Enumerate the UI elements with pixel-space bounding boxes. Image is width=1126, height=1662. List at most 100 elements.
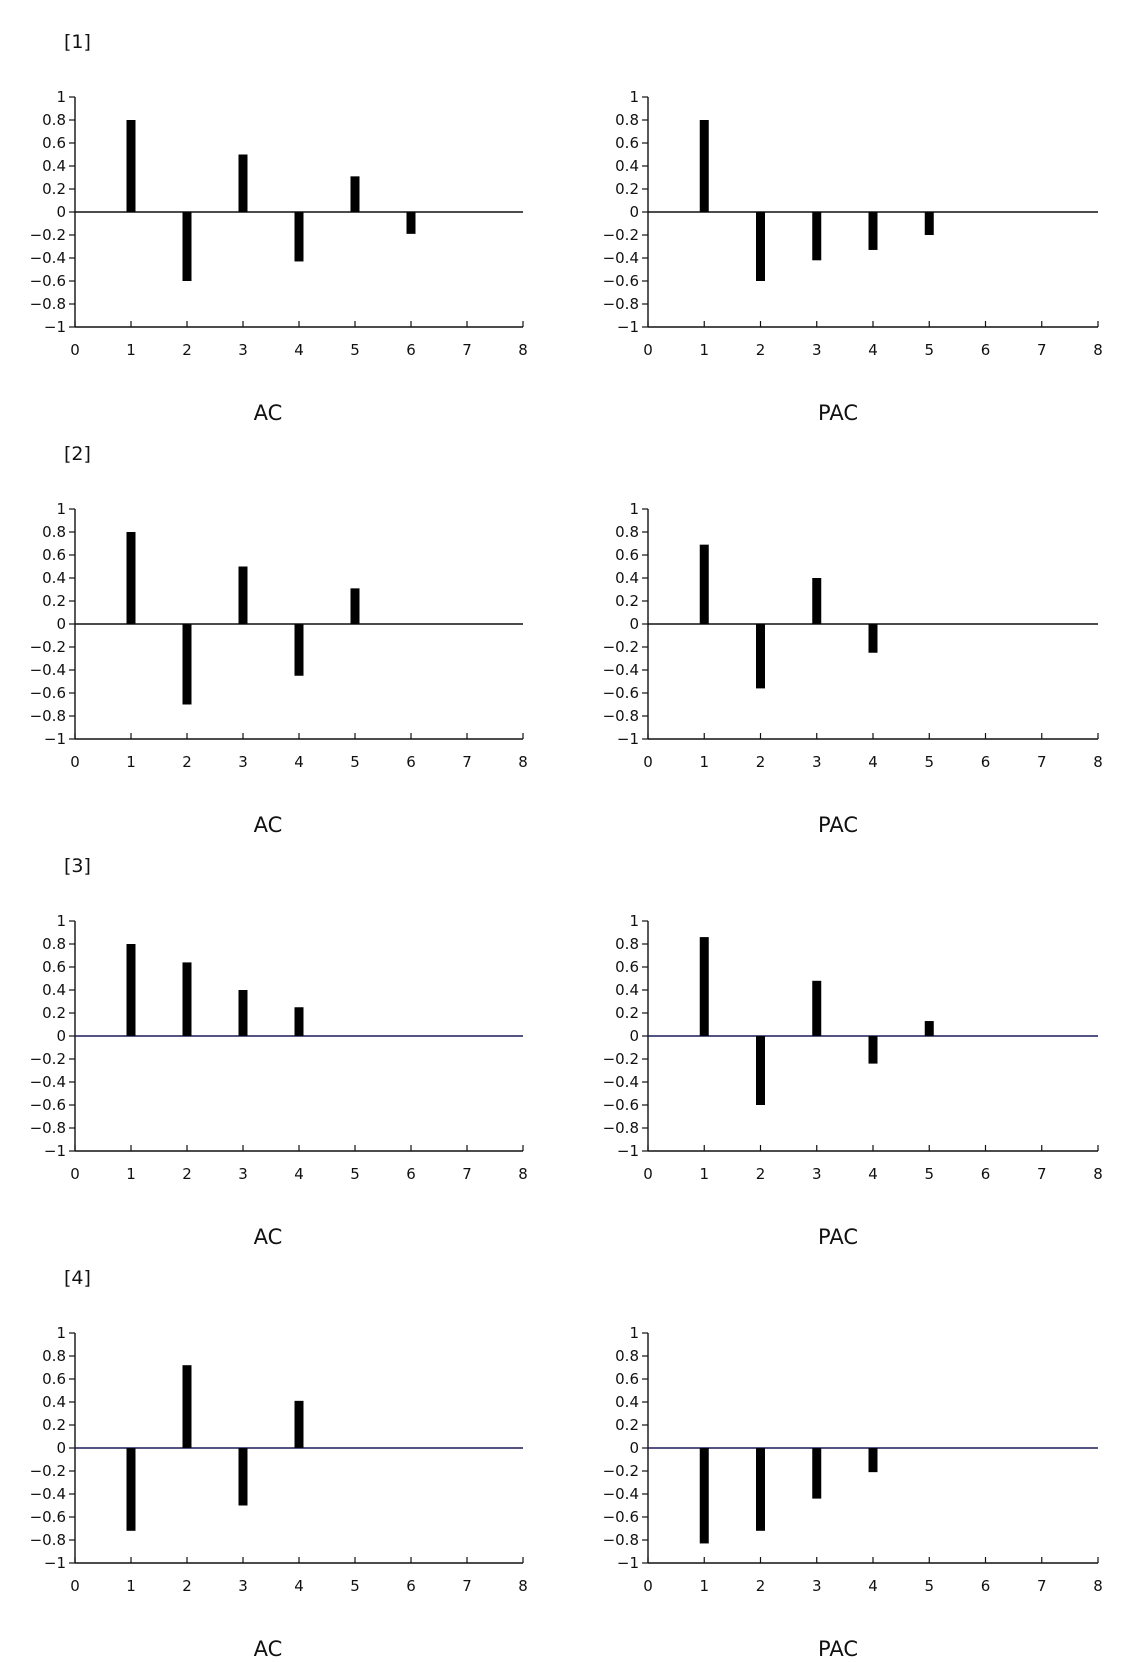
x-tick-label: 3 xyxy=(812,1577,822,1595)
x-tick-label: 4 xyxy=(294,341,304,359)
y-tick-label: 0 xyxy=(56,203,66,221)
pac-chart: 10.80.60.40.20−0.2−0.4−0.6−0.8−10 1 2 3 4 5 6 7… xyxy=(603,88,1103,425)
bar-lag-1 xyxy=(126,120,136,212)
y-tick-label: −0.6 xyxy=(30,1096,66,1114)
y-tick-label: 0.2 xyxy=(42,1004,66,1022)
bar-lag-4 xyxy=(294,212,304,262)
x-tick-label: 0 xyxy=(70,1165,80,1183)
bar-lag-2 xyxy=(756,624,765,689)
y-tick-label: 1 xyxy=(629,88,639,106)
y-tick-label: 0.2 xyxy=(615,1416,639,1434)
bar-lag-4 xyxy=(294,624,304,676)
x-tick-label: 5 xyxy=(924,753,934,771)
y-tick-label: −1 xyxy=(44,1142,66,1160)
y-tick-label: 0.6 xyxy=(42,1370,66,1388)
panel-3: [3]10.80.60.40.20−0.2−0.4−0.6−0.8−10 1 2 3 4… xyxy=(30,855,1103,1249)
x-tick-label: 8 xyxy=(1093,1165,1103,1183)
y-tick-label: 0.4 xyxy=(42,981,66,999)
bar-lag-5 xyxy=(350,588,360,624)
y-tick-label: −0.4 xyxy=(30,249,66,267)
bar-lag-4 xyxy=(868,212,878,250)
x-tick-label: 3 xyxy=(238,341,248,359)
x-tick-label: 2 xyxy=(756,341,766,359)
y-tick-label: −0.8 xyxy=(30,1531,66,1549)
x-tick-label: 6 xyxy=(406,1577,416,1595)
y-tick-label: 0.6 xyxy=(42,546,66,564)
y-tick-label: 0.4 xyxy=(615,1393,639,1411)
y-tick-label: 1 xyxy=(629,1324,639,1342)
panel-label: [1] xyxy=(64,31,91,53)
y-tick-label: −0.2 xyxy=(30,1462,66,1480)
x-tick-label: 4 xyxy=(868,1577,878,1595)
y-tick-label: 0.6 xyxy=(42,958,66,976)
x-tick-label: 3 xyxy=(812,341,822,359)
x-tick-label: 3 xyxy=(238,1165,248,1183)
bar-lag-1 xyxy=(699,544,709,624)
bar-lag-1 xyxy=(699,937,709,1036)
y-tick-label: 0.6 xyxy=(615,958,639,976)
ac-chart: 10.80.60.40.20−0.2−0.4−0.6−0.8−10 1 2 3 4 5 6 7… xyxy=(30,88,528,425)
y-tick-label: 0.2 xyxy=(615,180,639,198)
x-tick-label: 5 xyxy=(350,1577,360,1595)
x-tick-label: 2 xyxy=(756,1577,766,1595)
y-tick-label: 0.2 xyxy=(615,592,639,610)
x-tick-label: 0 xyxy=(70,341,80,359)
y-tick-label: 0.8 xyxy=(42,111,66,129)
x-tick-label: 5 xyxy=(350,753,360,771)
x-tick-label: 6 xyxy=(981,1165,991,1183)
y-tick-label: 0 xyxy=(56,1027,66,1045)
y-tick-label: 0.4 xyxy=(42,157,66,175)
x-axis-label: PAC xyxy=(818,813,858,837)
y-tick-label: −0.2 xyxy=(603,1050,639,1068)
bar-lag-4 xyxy=(868,624,878,653)
x-tick-label: 7 xyxy=(462,1165,472,1183)
x-tick-label: 0 xyxy=(643,1165,653,1183)
x-tick-label: 7 xyxy=(462,753,472,771)
x-tick-label: 1 xyxy=(126,341,136,359)
bar-lag-4 xyxy=(294,1400,304,1448)
x-tick-label: 7 xyxy=(1037,1165,1047,1183)
x-tick-label: 2 xyxy=(756,1165,766,1183)
x-tick-label: 4 xyxy=(294,1577,304,1595)
y-tick-label: −1 xyxy=(44,730,66,748)
y-tick-label: 0.4 xyxy=(42,569,66,587)
x-axis-label: AC xyxy=(254,813,283,837)
x-tick-label: 0 xyxy=(643,753,653,771)
x-tick-label: 6 xyxy=(981,341,991,359)
x-tick-label: 1 xyxy=(699,753,709,771)
x-axis-label: PAC xyxy=(818,1637,858,1661)
y-tick-label: 1 xyxy=(56,912,66,930)
y-tick-label: 0.2 xyxy=(42,1416,66,1434)
y-tick-label: 0 xyxy=(56,615,66,633)
y-tick-label: −0.6 xyxy=(30,1508,66,1526)
ac-chart: 10.80.60.40.20−0.2−0.4−0.6−0.8−10 1 2 3 4 5 6 7… xyxy=(30,912,528,1249)
x-tick-label: 2 xyxy=(182,753,192,771)
y-tick-label: −0.2 xyxy=(30,1050,66,1068)
x-tick-label: 6 xyxy=(406,753,416,771)
x-tick-label: 8 xyxy=(518,341,528,359)
x-tick-label: 7 xyxy=(1037,1577,1047,1595)
bar-lag-1 xyxy=(126,532,136,624)
x-tick-label: 3 xyxy=(812,1165,822,1183)
y-tick-label: 0 xyxy=(629,203,639,221)
bar-lag-2 xyxy=(182,212,192,281)
y-tick-label: −0.4 xyxy=(603,1485,639,1503)
y-tick-label: 1 xyxy=(56,1324,66,1342)
y-tick-label: 0.4 xyxy=(42,1393,66,1411)
bar-lag-3 xyxy=(812,578,822,624)
y-tick-label: 0.8 xyxy=(42,523,66,541)
bar-lag-2 xyxy=(182,624,192,705)
y-tick-label: −1 xyxy=(617,1142,639,1160)
y-tick-label: 0.4 xyxy=(615,157,639,175)
y-tick-label: 0.8 xyxy=(42,1347,66,1365)
y-tick-label: 0 xyxy=(629,1439,639,1457)
pac-chart: 10.80.60.40.20−0.2−0.4−0.6−0.8−10 1 2 3 4 5 6 7… xyxy=(603,500,1103,837)
x-tick-label: 5 xyxy=(924,341,934,359)
y-tick-label: 0.2 xyxy=(42,592,66,610)
bar-lag-1 xyxy=(126,944,136,1036)
y-tick-label: 0 xyxy=(629,1027,639,1045)
bar-lag-6 xyxy=(406,212,416,234)
bar-lag-4 xyxy=(868,1448,878,1473)
y-tick-label: −0.6 xyxy=(603,1508,639,1526)
x-tick-label: 1 xyxy=(126,1577,136,1595)
